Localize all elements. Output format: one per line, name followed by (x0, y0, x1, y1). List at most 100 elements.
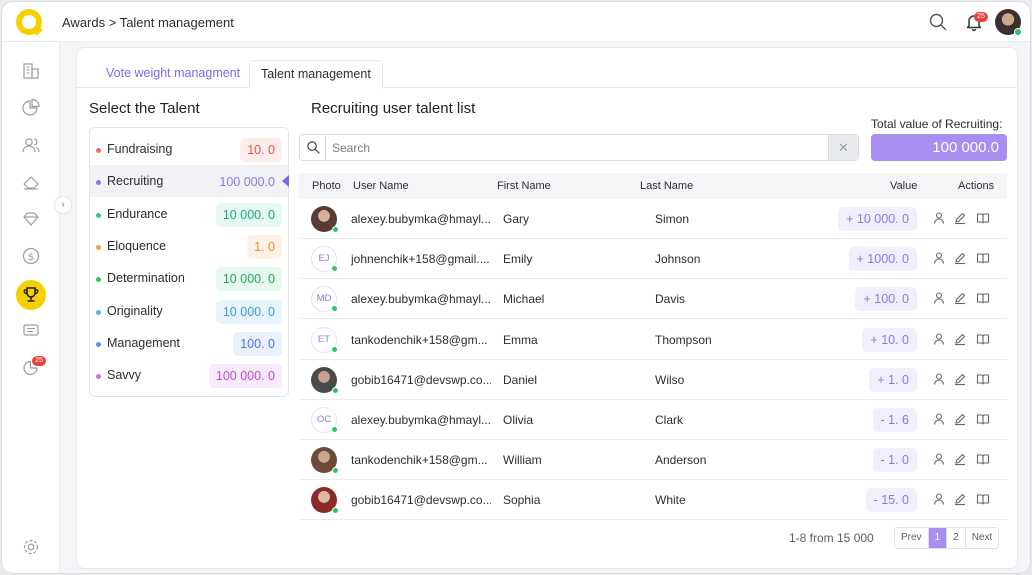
edit-icon[interactable] (953, 412, 967, 426)
talent-name: Recruiting (107, 174, 164, 189)
last-name-cell: Johnson (655, 252, 701, 267)
dollar-icon[interactable]: $ (20, 245, 42, 267)
talent-color-dot (96, 244, 101, 250)
table-row[interactable]: gobib16471@devswp.co... Sophia White - 15. … (299, 480, 1007, 521)
talent-name: Originality (107, 303, 163, 318)
edit-icon[interactable] (953, 211, 967, 225)
username-cell: alexey.bubymka@hmayl... (351, 212, 491, 226)
last-name-cell: Anderson (655, 453, 707, 468)
book-icon[interactable] (976, 251, 990, 265)
edit-icon[interactable] (953, 251, 967, 265)
sidebar-toggle-button[interactable]: › (54, 196, 72, 214)
last-name-cell: Wilso (655, 372, 685, 387)
diamond-icon[interactable] (20, 208, 42, 230)
col-username[interactable]: User Name (353, 180, 409, 192)
edit-icon[interactable] (953, 291, 967, 305)
edit-icon[interactable] (953, 452, 967, 466)
profile-icon[interactable] (932, 372, 946, 386)
talent-item-eloquence[interactable]: Eloquence 1. 0 (90, 230, 288, 262)
username-cell: johnenchik+158@gmail.... (351, 252, 490, 267)
value-badge: + 10. 0 (862, 327, 917, 352)
profile-icon[interactable] (932, 492, 946, 506)
user-avatar[interactable] (995, 9, 1022, 36)
first-name-cell: William (503, 453, 542, 468)
notification-badge: 25 (974, 12, 988, 22)
profile-icon[interactable] (932, 251, 946, 265)
avatar (311, 366, 339, 394)
book-icon[interactable] (976, 412, 990, 426)
talent-item-management[interactable]: Management 100. 0 (90, 327, 288, 359)
value-badge: - 1. 6 (872, 408, 917, 432)
profile-icon[interactable] (932, 452, 946, 466)
table-header: Photo User Name First Name Last Name Val… (299, 173, 1007, 199)
active-nav-highlight (16, 280, 46, 310)
talent-item-savvy[interactable]: Savvy 100 000. 0 (90, 359, 288, 391)
online-indicator (332, 507, 339, 515)
book-icon[interactable] (976, 372, 990, 386)
app-logo[interactable] (16, 9, 42, 35)
col-last-name[interactable]: Last Name (640, 180, 694, 192)
talent-item-recruiting[interactable]: Recruiting 100 000.0 (90, 165, 288, 198)
search-input[interactable] (332, 139, 822, 156)
profile-icon[interactable] (932, 412, 946, 426)
buildings-icon[interactable] (20, 60, 42, 82)
table-row[interactable]: OC alexey.bubymka@hmayl... Olivia Clark - 1.… (299, 400, 1007, 440)
book-icon[interactable] (976, 332, 990, 346)
talent-color-dot (96, 277, 101, 283)
recruiting-section-title: Recruiting user talent list (311, 100, 476, 117)
next-page-button[interactable]: Next (965, 528, 999, 548)
value-badge: - 1. 0 (872, 448, 917, 473)
first-name-cell: Emily (503, 252, 533, 267)
edit-icon[interactable] (953, 492, 967, 506)
page-1-button[interactable]: 1 (928, 528, 948, 548)
talent-value: 100 000. 0 (208, 364, 282, 389)
tab-talent-management[interactable]: Talent management (249, 60, 383, 89)
edit-icon[interactable] (953, 372, 967, 386)
talent-list: Fundraising 10. 0 Recruiting 100 000.0 Endur… (89, 127, 289, 397)
book-icon[interactable] (976, 452, 990, 466)
talent-name: Endurance (107, 206, 168, 221)
col-first-name[interactable]: First Name (497, 180, 551, 192)
table-row[interactable]: gobib16471@devswp.co... Daniel Wilso + 1. 0 (299, 360, 1007, 400)
table-row[interactable]: EJ johnenchik+158@gmail.... Emily Johnson + … (299, 239, 1007, 280)
search-icon[interactable] (928, 12, 948, 32)
online-indicator (332, 467, 339, 475)
profile-icon[interactable] (932, 332, 946, 346)
book-icon[interactable] (976, 211, 990, 225)
book-icon[interactable] (976, 492, 990, 506)
chart-refresh-icon[interactable] (20, 357, 42, 379)
pie-chart-icon[interactable] (20, 97, 42, 119)
tab-vote-weight[interactable]: Vote weight managment (106, 66, 241, 80)
profile-icon[interactable] (932, 291, 946, 305)
online-indicator (1014, 28, 1022, 36)
trophy-icon[interactable] (20, 284, 42, 306)
clear-search-button[interactable]: ✕ (828, 135, 858, 160)
talent-section-title: Select the Talent (89, 100, 200, 117)
last-name-cell: Davis (655, 292, 686, 307)
users-icon[interactable] (20, 134, 42, 156)
value-badge: + 100. 0 (855, 287, 917, 312)
profile-icon[interactable] (932, 211, 946, 225)
talent-name: Fundraising (107, 142, 173, 156)
page-2-button[interactable]: 2 (947, 528, 966, 548)
talent-color-dot (96, 180, 101, 186)
table-row[interactable]: alexey.bubymka@hmayl... Gary Simon + 10 000… (299, 199, 1007, 239)
talent-item-originality[interactable]: Originality 10 000. 0 (90, 295, 288, 327)
talent-item-endurance[interactable]: Endurance 10 000. 0 (90, 198, 288, 230)
list-icon[interactable] (20, 319, 42, 341)
first-name-cell: Emma (503, 332, 538, 347)
edit-icon[interactable] (953, 332, 967, 346)
settings-icon[interactable] (20, 536, 42, 558)
talent-item-fundraising[interactable]: Fundraising 10. 0 (90, 133, 288, 165)
talent-item-determination[interactable]: Determination 10 000. 0 (90, 262, 288, 294)
book-icon[interactable] (976, 291, 990, 305)
last-name-cell: Clark (655, 413, 684, 427)
table-row[interactable]: tankodenchik+158@gm... William Anderson - 1… (299, 440, 1007, 481)
table-row[interactable]: ET tankodenchik+158@gm... Emma Thompson + 10… (299, 320, 1007, 360)
col-value[interactable]: Value (890, 180, 918, 192)
prev-page-button[interactable]: Prev (895, 528, 929, 548)
table-row[interactable]: MD alexey.bubymka@hmayl... Michael Davis + 1… (299, 279, 1007, 320)
eraser-icon[interactable] (20, 171, 42, 193)
talent-value: 100. 0 (233, 331, 282, 356)
avatar: EJ (311, 246, 338, 273)
